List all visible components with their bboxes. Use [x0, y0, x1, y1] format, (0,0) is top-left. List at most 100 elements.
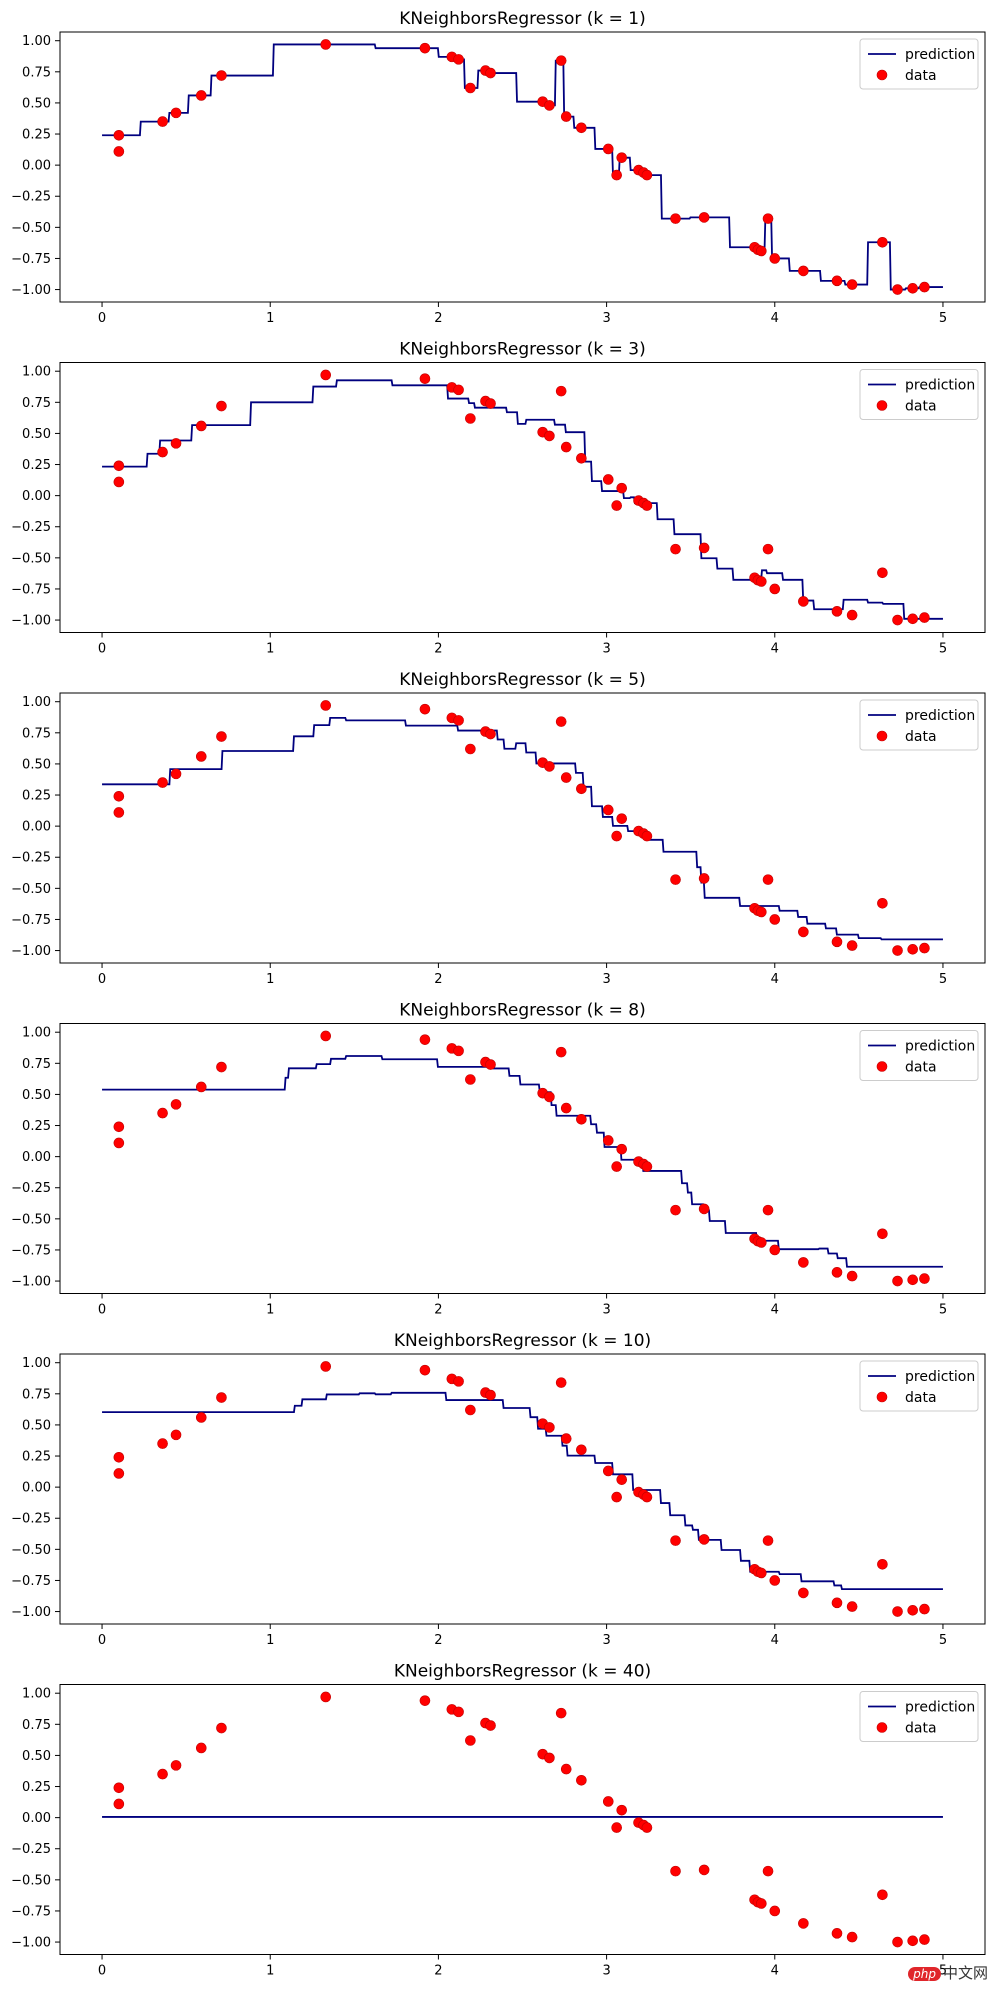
y-tick-label: −1.00 — [11, 283, 51, 298]
y-tick-label: −1.00 — [11, 944, 51, 959]
legend: prediction data — [859, 699, 979, 751]
legend-box — [859, 38, 979, 90]
data-point — [670, 874, 681, 885]
panel-k-5: KNeighborsRegressor (k = 5) 0 1 2 3 4 5 1.00 0.7… — [11, 670, 986, 987]
y-tick-label: 1.00 — [22, 695, 51, 710]
x-tick-label: 2 — [434, 1303, 442, 1318]
legend-prediction-label: prediction — [905, 47, 975, 63]
data-point — [846, 279, 858, 290]
data-point — [195, 90, 207, 101]
y-tick-label: −0.25 — [11, 1512, 51, 1527]
data-point — [195, 420, 207, 432]
legend-data-label: data — [905, 68, 937, 84]
y-tick-label: 0.75 — [22, 1387, 51, 1402]
x-tick-label: 0 — [98, 311, 106, 326]
data-point — [157, 777, 168, 788]
panel-k-10: KNeighborsRegressor (k = 10) 0 1 2 3 4 5 1.00 0.… — [11, 1331, 986, 1648]
data-point — [419, 703, 431, 715]
data-point — [216, 1392, 227, 1403]
legend: prediction data — [859, 369, 979, 420]
data-point — [320, 369, 332, 381]
data-point — [157, 1438, 168, 1449]
y-tick-label: −1.00 — [11, 1605, 51, 1620]
data-point — [576, 1114, 587, 1125]
data-point — [756, 576, 767, 587]
data-point — [892, 1936, 903, 1948]
data-point — [113, 460, 125, 472]
legend-data-swatch — [876, 1061, 888, 1072]
data-point — [555, 716, 567, 727]
data-point — [892, 284, 903, 295]
panel-k-8: KNeighborsRegressor (k = 8) 0 1 2 3 4 5 1.00 0.7… — [11, 1001, 986, 1318]
data-point — [320, 700, 332, 711]
data-point — [756, 245, 767, 257]
data-point — [465, 1735, 476, 1746]
x-tick-label: 2 — [434, 311, 442, 326]
data-point — [907, 283, 918, 294]
y-tick-label: 0.75 — [22, 726, 51, 741]
data-point — [698, 212, 710, 223]
data-point — [641, 1161, 653, 1172]
data-point — [611, 1161, 622, 1172]
data-point — [877, 1558, 888, 1570]
data-point — [419, 373, 431, 384]
data-point — [769, 914, 781, 925]
data-point — [641, 1822, 653, 1833]
y-tick-label: 1.00 — [22, 34, 51, 49]
data-point — [170, 768, 182, 780]
data-point — [762, 213, 774, 224]
y-tick-label: 0.50 — [22, 96, 51, 111]
data-point — [919, 1273, 930, 1284]
y-tick-label: 0.75 — [22, 396, 51, 411]
legend-data-swatch — [876, 69, 888, 81]
data-point — [485, 1059, 496, 1070]
data-point — [465, 1404, 476, 1416]
data-point — [465, 743, 476, 755]
data-point — [544, 430, 555, 442]
data-point — [919, 281, 930, 293]
y-tick-label: −0.50 — [11, 882, 51, 897]
data-point — [769, 1575, 781, 1586]
data-point — [485, 67, 496, 79]
x-tick-label: 1 — [266, 311, 274, 326]
data-point — [698, 873, 710, 884]
data-point — [907, 1935, 918, 1947]
data-point — [877, 897, 888, 909]
y-tick-label: −0.75 — [11, 1574, 51, 1589]
data-point — [195, 751, 207, 762]
data-point — [485, 728, 496, 740]
data-point — [831, 1597, 843, 1609]
data-point — [419, 1034, 431, 1045]
data-point — [157, 1107, 168, 1119]
prediction-line — [102, 1055, 943, 1268]
data-point — [798, 1587, 809, 1599]
data-point — [113, 790, 125, 802]
data-point — [616, 1143, 628, 1155]
x-tick-label: 1 — [266, 1633, 274, 1648]
data-point — [877, 1228, 888, 1240]
y-tick-label: 0.50 — [22, 427, 51, 442]
data-point — [877, 567, 888, 579]
data-point — [113, 476, 125, 488]
data-point — [892, 614, 903, 626]
x-tick-label: 3 — [602, 1964, 610, 1979]
data-point — [544, 761, 555, 772]
data-point — [113, 1121, 125, 1133]
data-point — [453, 1045, 464, 1057]
data-point — [465, 413, 476, 424]
y-tick-label: 0.75 — [22, 1057, 51, 1072]
data-point — [762, 874, 774, 885]
data-point — [560, 1763, 572, 1775]
x-tick-label: 2 — [434, 642, 442, 657]
prediction-line — [102, 43, 943, 291]
data-point — [641, 169, 653, 181]
y-tick-label: −0.50 — [11, 221, 51, 236]
data-point — [670, 1204, 681, 1216]
data-point — [602, 1135, 614, 1146]
x-tick-label: 5 — [939, 311, 947, 326]
panel-title: KNeighborsRegressor (k = 1) — [399, 9, 646, 29]
data-point — [670, 1535, 681, 1546]
x-tick-label: 3 — [602, 972, 610, 987]
data-point — [453, 384, 464, 396]
y-tick-label: 1.00 — [22, 365, 51, 380]
